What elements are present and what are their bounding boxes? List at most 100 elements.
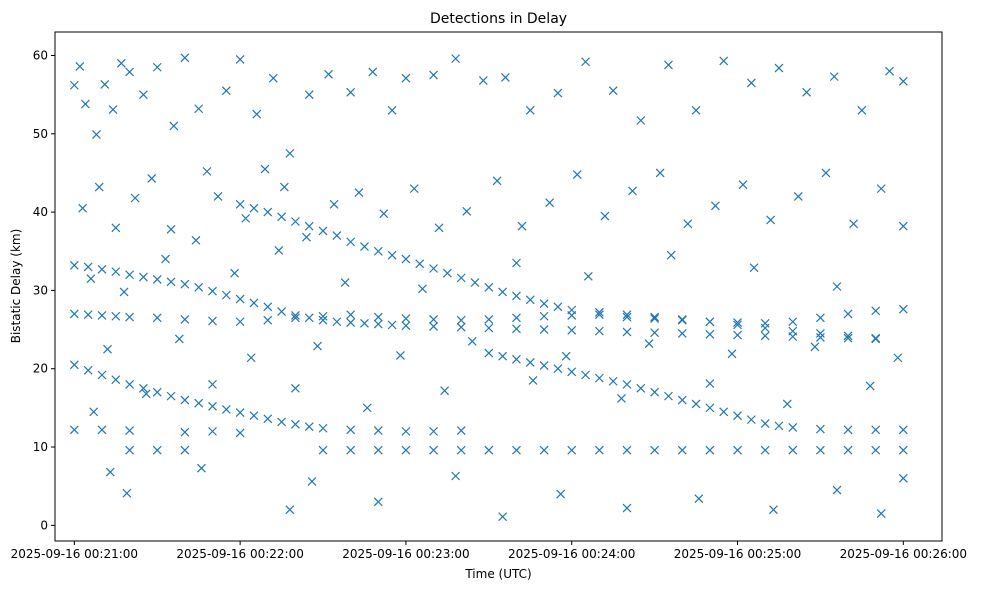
plot-area bbox=[54, 31, 943, 542]
data-point-s2-8 bbox=[346, 237, 356, 247]
data-point-s2-1 bbox=[249, 203, 259, 213]
data-point-s1-6 bbox=[180, 314, 190, 324]
data-point-s7-71 bbox=[738, 180, 748, 190]
data-point-s5-21 bbox=[815, 445, 825, 455]
data-point-s0-29 bbox=[539, 325, 549, 334]
data-point-s7-87 bbox=[666, 250, 676, 260]
data-point-s0-37 bbox=[760, 331, 770, 341]
data-point-s7-66 bbox=[600, 211, 610, 221]
data-point-s1-28 bbox=[788, 317, 798, 327]
data-point-s1-17 bbox=[484, 314, 494, 324]
data-point-s7-32 bbox=[608, 86, 618, 96]
data-point-s2-26 bbox=[622, 310, 632, 320]
data-point-s7-31 bbox=[581, 57, 590, 67]
data-point-s2-19 bbox=[498, 287, 508, 297]
data-point-s7-12 bbox=[194, 104, 204, 114]
data-point-s2-5 bbox=[304, 221, 314, 231]
data-point-s7-101 bbox=[89, 407, 99, 417]
data-point-s7-11 bbox=[180, 53, 190, 63]
data-point-s7-23 bbox=[387, 105, 397, 115]
data-point-s5-16 bbox=[677, 445, 687, 455]
data-point-s0-17 bbox=[304, 313, 314, 323]
data-point-s1-12 bbox=[346, 310, 356, 320]
data-point-s7-125 bbox=[876, 509, 886, 519]
data-point-s7-84 bbox=[418, 284, 427, 294]
x-tick-label-5: 2025-09-16 00:26:00 bbox=[840, 547, 967, 561]
y-axis: 0 10 20 30 40 50 60 bbox=[33, 48, 55, 532]
data-point-s5-7 bbox=[429, 445, 438, 455]
data-point-s7-68 bbox=[655, 168, 665, 178]
data-point-s0-34 bbox=[677, 329, 687, 338]
data-point-s0-11 bbox=[221, 290, 231, 300]
data-point-s7-50 bbox=[191, 235, 201, 245]
data-point-s2-22 bbox=[539, 299, 549, 309]
data-point-s0-32 bbox=[622, 327, 632, 337]
data-point-s1-22 bbox=[622, 312, 632, 322]
data-point-s1-7 bbox=[208, 316, 217, 326]
y-tick-label-5: 50 bbox=[33, 127, 48, 141]
data-point-s5-8 bbox=[456, 445, 466, 455]
data-point-s4-24 bbox=[843, 425, 853, 435]
data-point-s4-17 bbox=[719, 407, 729, 417]
data-point-s7-107 bbox=[528, 376, 538, 385]
data-point-s2-3 bbox=[277, 212, 287, 222]
data-point-s0-24 bbox=[401, 321, 411, 331]
data-point-s7-21 bbox=[346, 87, 356, 97]
data-point-s7-4 bbox=[100, 80, 110, 89]
data-point-s7-96 bbox=[561, 351, 571, 361]
data-point-s7-24 bbox=[401, 73, 411, 83]
data-point-s1-26 bbox=[733, 318, 742, 327]
data-point-s3-5 bbox=[138, 383, 148, 393]
data-point-s7-48 bbox=[147, 174, 157, 183]
data-point-s1-3 bbox=[111, 311, 121, 321]
data-point-s0-21 bbox=[360, 318, 369, 328]
data-point-s7-117 bbox=[373, 497, 383, 507]
data-point-s1-30 bbox=[843, 309, 853, 319]
data-point-s7-39 bbox=[802, 87, 812, 97]
data-point-s5-9 bbox=[484, 445, 494, 455]
data-point-s0-25 bbox=[429, 322, 438, 331]
data-point-s5-18 bbox=[733, 445, 742, 455]
data-point-s7-45 bbox=[94, 182, 104, 192]
data-point-s1-9 bbox=[263, 315, 273, 325]
data-point-s2-25 bbox=[594, 307, 604, 317]
data-point-s0-27 bbox=[484, 323, 494, 333]
data-point-s0-35 bbox=[705, 329, 715, 339]
data-point-s6-3 bbox=[180, 427, 190, 437]
data-point-s7-81 bbox=[230, 268, 240, 278]
y-tick-label-4: 40 bbox=[33, 205, 48, 219]
data-point-s3-14 bbox=[263, 414, 273, 424]
data-point-s7-60 bbox=[434, 223, 444, 233]
plot-frame bbox=[54, 31, 943, 542]
y-axis-label: Bistatic Delay (km) bbox=[9, 229, 23, 344]
data-point-s7-29 bbox=[525, 105, 535, 115]
data-point-s4-11 bbox=[636, 383, 646, 393]
data-point-s1-1 bbox=[83, 310, 93, 320]
data-point-s2-30 bbox=[733, 320, 742, 330]
data-point-s7-25 bbox=[429, 70, 438, 80]
data-point-s5-22 bbox=[843, 445, 853, 455]
data-point-s7-90 bbox=[103, 344, 112, 354]
data-point-s4-4 bbox=[539, 361, 549, 371]
data-point-s4-0 bbox=[484, 348, 494, 358]
data-point-s7-118 bbox=[451, 471, 461, 481]
data-point-s7-75 bbox=[849, 219, 859, 229]
data-point-s0-4 bbox=[125, 270, 135, 280]
data-point-s3-18 bbox=[318, 423, 328, 433]
data-point-s0-16 bbox=[290, 311, 300, 320]
data-point-s4-10 bbox=[622, 379, 632, 389]
data-point-s7-5 bbox=[108, 105, 118, 114]
data-point-s5-15 bbox=[650, 445, 660, 455]
data-point-s5-13 bbox=[594, 445, 604, 455]
data-point-s4-13 bbox=[664, 391, 673, 401]
data-point-s7-52 bbox=[241, 213, 251, 223]
data-point-s0-19 bbox=[332, 317, 342, 327]
data-point-s6-4 bbox=[208, 426, 217, 436]
y-tick-label-1: 10 bbox=[33, 440, 48, 454]
data-point-s5-3 bbox=[318, 445, 328, 455]
data-point-s2-4 bbox=[290, 217, 300, 226]
data-point-s7-104 bbox=[290, 383, 300, 393]
data-point-s2-14 bbox=[429, 264, 438, 273]
data-point-s3-1 bbox=[83, 365, 93, 375]
